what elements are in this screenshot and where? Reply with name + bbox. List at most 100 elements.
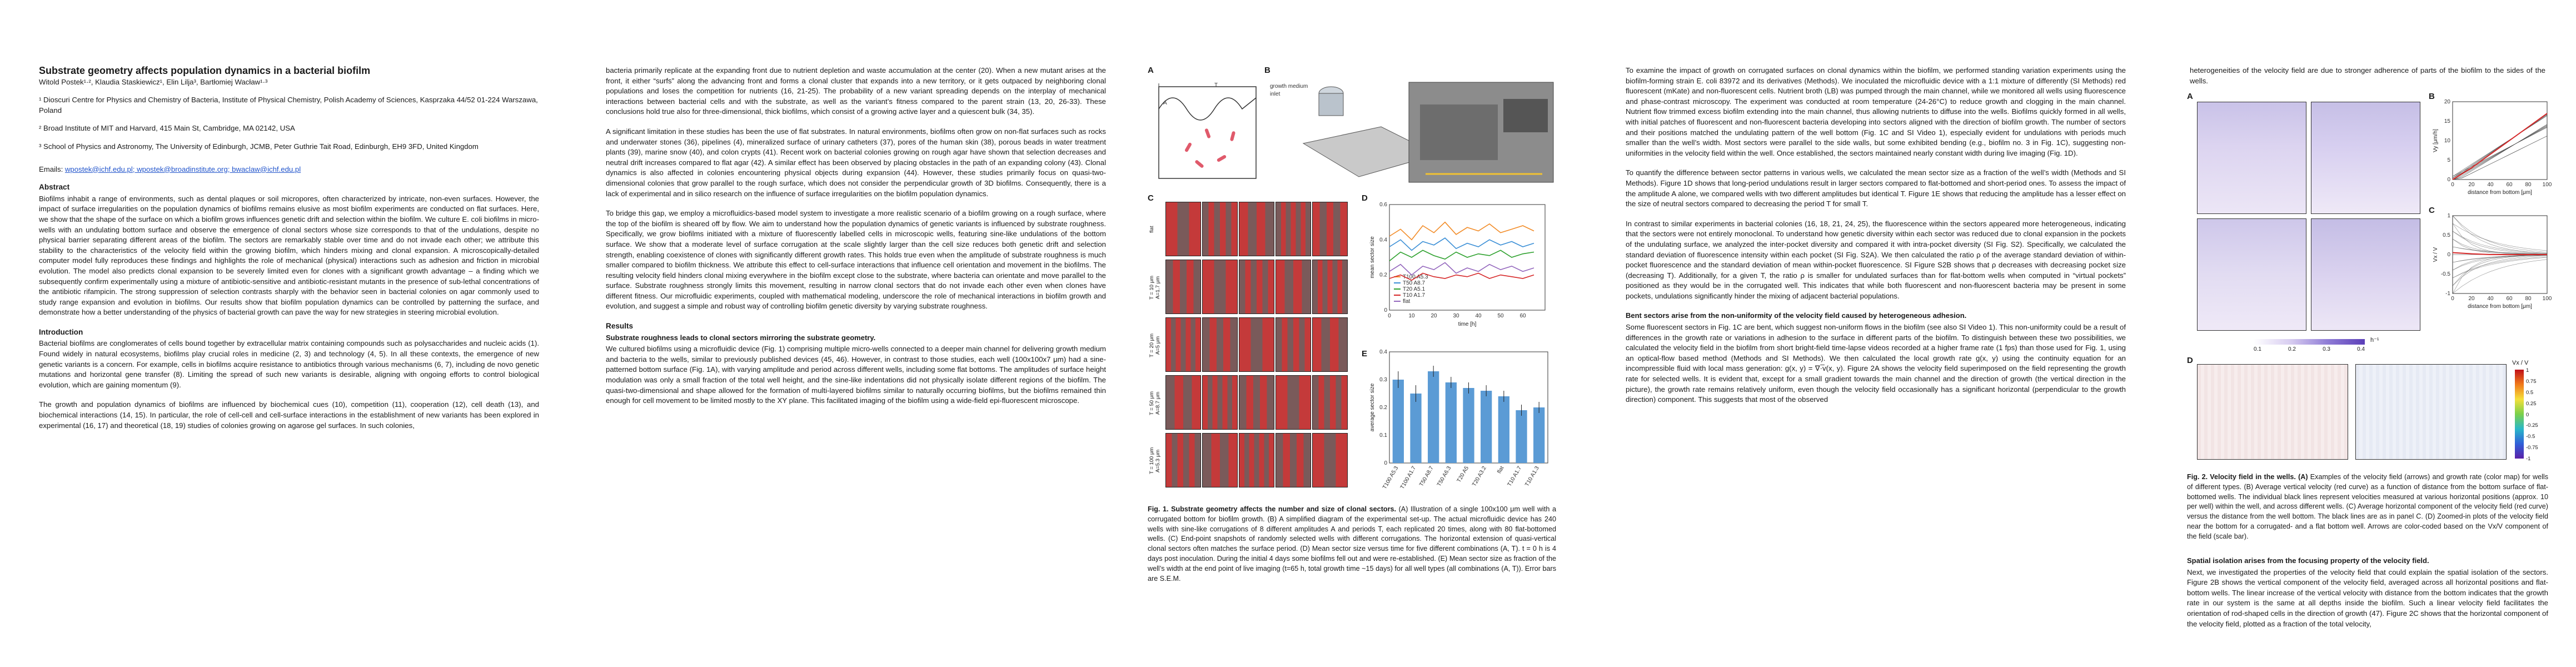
fig1d-plot-frame <box>1389 204 1546 311</box>
fig2c-individual-line <box>2452 215 2548 253</box>
fig1d-legend-entry: T100 A5.3 <box>1403 274 1428 280</box>
fig2-a-heatmap-3 <box>2197 218 2306 331</box>
fig1c-snapshot <box>1275 317 1311 372</box>
fig1-caption: Fig. 1. Substrate geometry affects the n… <box>1148 505 1556 584</box>
fig2b-individual-line <box>2452 115 2548 178</box>
fig1-caption-title: Fig. 1. Substrate geometry affects the n… <box>1148 505 1396 513</box>
fig2c-y-tick: -0.5 <box>2441 271 2451 277</box>
fig2b-x-tick: 40 <box>2487 182 2494 188</box>
abstract-heading: Abstract <box>39 183 70 192</box>
fig1e-category-label: T20 A3.2 <box>1471 465 1488 488</box>
fig1-a-amplitude-label: A <box>1163 100 1167 106</box>
fig2-a-colorbar-tick: 0.2 <box>2288 346 2296 352</box>
fig1e-bar <box>1410 394 1422 463</box>
fig1e-category-label: T100 A5.3 <box>1382 465 1400 490</box>
fig2b-x-tick: 80 <box>2525 182 2532 188</box>
fig1c-row: T = 50 μm A=8.7 μm <box>1149 375 1349 430</box>
column-1: Substrate geometry affects population dy… <box>39 66 539 440</box>
fig1e-y-label: average sector size <box>1369 383 1376 431</box>
fig2-panel-d-zoom <box>2197 364 2508 461</box>
fig2-d-colorbar-tick: 0 <box>2526 411 2529 418</box>
affiliation-1: ¹ Dioscuri Centre for Physics and Chemis… <box>39 96 538 115</box>
column-3: To examine the impact of growth on corru… <box>1626 66 2126 415</box>
fig2b-y-tick: 5 <box>2447 157 2450 163</box>
col2-paragraph-1: bacteria primarily replicate at the expa… <box>606 66 1106 116</box>
fig2-a-colorbar <box>2254 339 2365 345</box>
col3-paragraph-4: Some fluorescent sectors in Fig. 1C are … <box>1626 323 2126 404</box>
fig2c-x-tick: 20 <box>2468 296 2475 302</box>
fig1c-snapshot <box>1312 260 1348 314</box>
fig1c-snapshot <box>1239 375 1274 430</box>
fig1-label-a: A <box>1148 66 1154 75</box>
fig2-d-colorbar-tick: -1 <box>2526 456 2531 462</box>
fig1c-row-label: flat <box>1149 226 1155 233</box>
fig1d-x-tick: 20 <box>1431 313 1437 319</box>
paper-title: Substrate geometry affects population dy… <box>39 65 371 76</box>
fig1d-series-line <box>1389 272 1534 281</box>
fig1c-snapshot <box>1239 433 1274 487</box>
fig2c-individual-line <box>2452 246 2548 255</box>
fig1c-snapshot <box>1312 202 1348 256</box>
results-heading: Results <box>606 322 634 331</box>
intro-paragraph-1: Bacterial biofilms are conglomerates of … <box>39 339 539 389</box>
fig1d-y-tick: 0 <box>1384 307 1387 313</box>
fig1d-x-tick: 30 <box>1453 313 1459 319</box>
col3-paragraph-2: To quantify the difference between secto… <box>1626 168 2126 208</box>
col4-paragraph-top: heterogeneities of the velocity field ar… <box>2190 66 2545 85</box>
fig2-d-colorbar-tick: -0.25 <box>2526 422 2538 429</box>
fig2c-y-tick: -1 <box>2445 291 2450 297</box>
fig1d-series-line <box>1389 262 1534 276</box>
fig1d-x-label: time [h] <box>1458 321 1477 327</box>
col2-paragraph-2: A significant limitation in these studie… <box>606 127 1106 198</box>
bent-sectors-heading: Bent sectors arise from the non-uniformi… <box>1626 311 1967 320</box>
fig1-label-e: E <box>1362 349 1368 359</box>
fig1d-series-line <box>1389 221 1534 241</box>
fig2b-individual-line <box>2452 115 2548 177</box>
fig2c-individual-line <box>2452 215 2548 252</box>
fig1c-snapshot <box>1239 260 1274 314</box>
fig2b-individual-line <box>2452 136 2548 180</box>
fig1c-snapshot <box>1202 260 1238 314</box>
fig1d-legend-entry: T10 A1.7 <box>1403 292 1425 298</box>
fig2b-x-tick: 0 <box>2451 182 2454 188</box>
fig1-caption-text: (A) Illustration of a single 100x100 μm … <box>1148 505 1556 583</box>
fig2-label-d: D <box>2187 356 2193 365</box>
fig2c-individual-line <box>2452 238 2548 255</box>
fig1e-y-tick: 0 <box>1384 460 1387 466</box>
fig1d-y-label: mean sector size <box>1369 236 1376 278</box>
fig2b-y-tick: 10 <box>2444 138 2451 144</box>
fig2b-y-label: Vy [μm/h] <box>2433 129 2439 152</box>
fig2c-individual-line <box>2452 255 2548 263</box>
fig1c-snapshot <box>1275 202 1311 256</box>
fig1d-y-tick: 0.6 <box>1379 202 1387 208</box>
fig2c-individual-line <box>2452 257 2548 278</box>
email-links[interactable]: wpostek@ichf.edu.pl; wpostek@broadinstit… <box>64 165 301 173</box>
fig2-panel-c-chart: 0 20 40 60 80 100 -1 -0.5 0 0.5 1 distance from bot… <box>2433 213 2552 310</box>
fig1e-bar <box>1481 391 1492 463</box>
fig2c-x-tick: 40 <box>2487 296 2494 302</box>
fig1-panel-a-well-diagram: A T <box>1158 82 1257 179</box>
column-4-top-text: heterogeneities of the velocity field ar… <box>2190 66 2545 96</box>
fig1c-snapshot <box>1275 260 1311 314</box>
fig1e-category-label: T10 A1.7 <box>1507 465 1523 488</box>
fig2-panel-b-chart: 0 20 40 60 80 100 0 5 10 15 20 distance from bottom… <box>2433 99 2552 196</box>
affiliation-2: ² Broad Institute of MIT and Harvard, 41… <box>39 124 295 133</box>
fig1-panel-c-snapshots: flat T = 10 μm A=1.7 μm T = 20 μm A=5 μm T … <box>1149 202 1349 491</box>
fig1c-snapshot <box>1202 433 1238 487</box>
col4-paragraph-bottom: Next, we investigated the properties of … <box>2187 568 2548 628</box>
fig2-label-c: C <box>2429 206 2435 215</box>
email-line: Emails: wpostek@ichf.edu.pl; wpostek@bro… <box>39 165 539 175</box>
fig1e-bar <box>1533 407 1545 463</box>
fig1c-snapshot <box>1202 202 1238 256</box>
fig1-a-period-label: T <box>1214 82 1218 88</box>
fig1c-row: T = 10 μm A=1.7 μm <box>1149 260 1349 314</box>
fig2c-x-tick: 60 <box>2506 296 2513 302</box>
fig2b-y-tick: 15 <box>2444 118 2451 125</box>
fig2c-individual-line <box>2452 246 2548 255</box>
fig1c-snapshot <box>1165 317 1201 372</box>
fig1-label-d: D <box>1362 193 1368 203</box>
fig1e-bar <box>1445 382 1457 463</box>
fig1c-snapshot <box>1239 202 1274 256</box>
fig1d-x-tick: 0 <box>1388 313 1391 319</box>
fig2-label-a: A <box>2187 92 2193 101</box>
